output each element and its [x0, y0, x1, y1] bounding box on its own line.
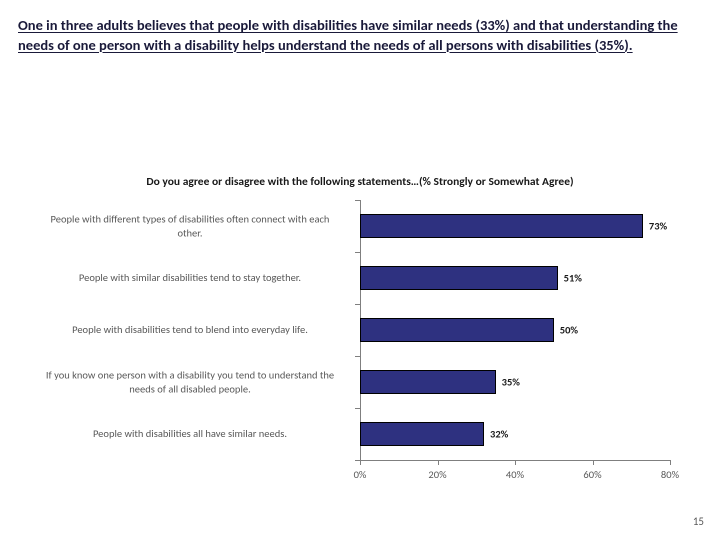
x-tick-label: 0% [354, 468, 367, 481]
headline-text: One in three adults believes that people… [18, 16, 702, 55]
chart-row: If you know one person with a disability… [30, 356, 690, 408]
row-label: People with disabilities tend to blend i… [30, 323, 350, 337]
bar-value-label: 32% [490, 428, 508, 441]
bar-value-label: 50% [560, 324, 578, 337]
x-tick [593, 460, 594, 465]
x-tick-label: 80% [661, 468, 679, 481]
x-tick-label: 40% [506, 468, 524, 481]
x-tick-label: 60% [583, 468, 601, 481]
x-tick [670, 460, 671, 465]
category-tick [355, 460, 360, 461]
x-tick-label: 20% [428, 468, 446, 481]
bar-value-label: 35% [502, 376, 520, 389]
chart-row: People with disabilities all have simila… [30, 408, 690, 460]
chart-area: 0% 20% 40% 60% 80% People with different typ… [30, 200, 690, 500]
x-tick [360, 460, 361, 465]
row-label: If you know one person with a disability… [30, 368, 350, 395]
bar [360, 370, 496, 394]
bar [360, 214, 643, 238]
chart-title: Do you agree or disagree with the follow… [0, 175, 720, 189]
row-label: People with disabilities all have simila… [30, 427, 350, 441]
bar [360, 422, 484, 446]
bar [360, 318, 554, 342]
page-number: 15 [693, 515, 704, 528]
row-label: People with similar disabilities tend to… [30, 271, 350, 285]
chart-row: People with disabilities tend to blend i… [30, 304, 690, 356]
chart-row: People with different types of disabilit… [30, 200, 690, 252]
chart-row: People with similar disabilities tend to… [30, 252, 690, 304]
bar-value-label: 51% [564, 272, 582, 285]
bar-value-label: 73% [649, 220, 667, 233]
x-tick [515, 460, 516, 465]
x-tick [438, 460, 439, 465]
bar [360, 266, 558, 290]
row-label: People with different types of disabilit… [30, 212, 350, 239]
